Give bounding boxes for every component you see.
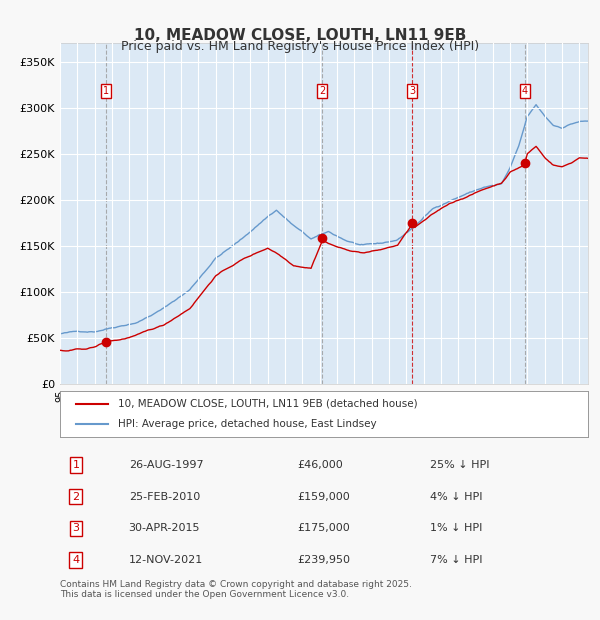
Text: 2: 2 — [72, 492, 79, 502]
Text: 30-APR-2015: 30-APR-2015 — [128, 523, 200, 533]
Text: 26-AUG-1997: 26-AUG-1997 — [128, 460, 203, 470]
Text: £46,000: £46,000 — [298, 460, 343, 470]
Text: Price paid vs. HM Land Registry's House Price Index (HPI): Price paid vs. HM Land Registry's House … — [121, 40, 479, 53]
Text: 10, MEADOW CLOSE, LOUTH, LN11 9EB (detached house): 10, MEADOW CLOSE, LOUTH, LN11 9EB (detac… — [118, 399, 418, 409]
Text: £239,950: £239,950 — [298, 556, 350, 565]
Text: 25% ↓ HPI: 25% ↓ HPI — [430, 460, 489, 470]
Text: £175,000: £175,000 — [298, 523, 350, 533]
Text: 7% ↓ HPI: 7% ↓ HPI — [430, 556, 482, 565]
Text: 4% ↓ HPI: 4% ↓ HPI — [430, 492, 482, 502]
Text: 12-NOV-2021: 12-NOV-2021 — [128, 556, 203, 565]
Text: 4: 4 — [522, 86, 528, 96]
Text: 10, MEADOW CLOSE, LOUTH, LN11 9EB: 10, MEADOW CLOSE, LOUTH, LN11 9EB — [134, 28, 466, 43]
Text: Contains HM Land Registry data © Crown copyright and database right 2025.
This d: Contains HM Land Registry data © Crown c… — [60, 580, 412, 599]
Text: 1% ↓ HPI: 1% ↓ HPI — [430, 523, 482, 533]
Text: 1: 1 — [103, 86, 109, 96]
Text: £159,000: £159,000 — [298, 492, 350, 502]
Text: HPI: Average price, detached house, East Lindsey: HPI: Average price, detached house, East… — [118, 419, 377, 429]
Text: 3: 3 — [73, 523, 79, 533]
Text: 3: 3 — [409, 86, 415, 96]
Text: 2: 2 — [319, 86, 325, 96]
Text: 25-FEB-2010: 25-FEB-2010 — [128, 492, 200, 502]
Text: 4: 4 — [72, 556, 79, 565]
Text: 1: 1 — [73, 460, 79, 470]
